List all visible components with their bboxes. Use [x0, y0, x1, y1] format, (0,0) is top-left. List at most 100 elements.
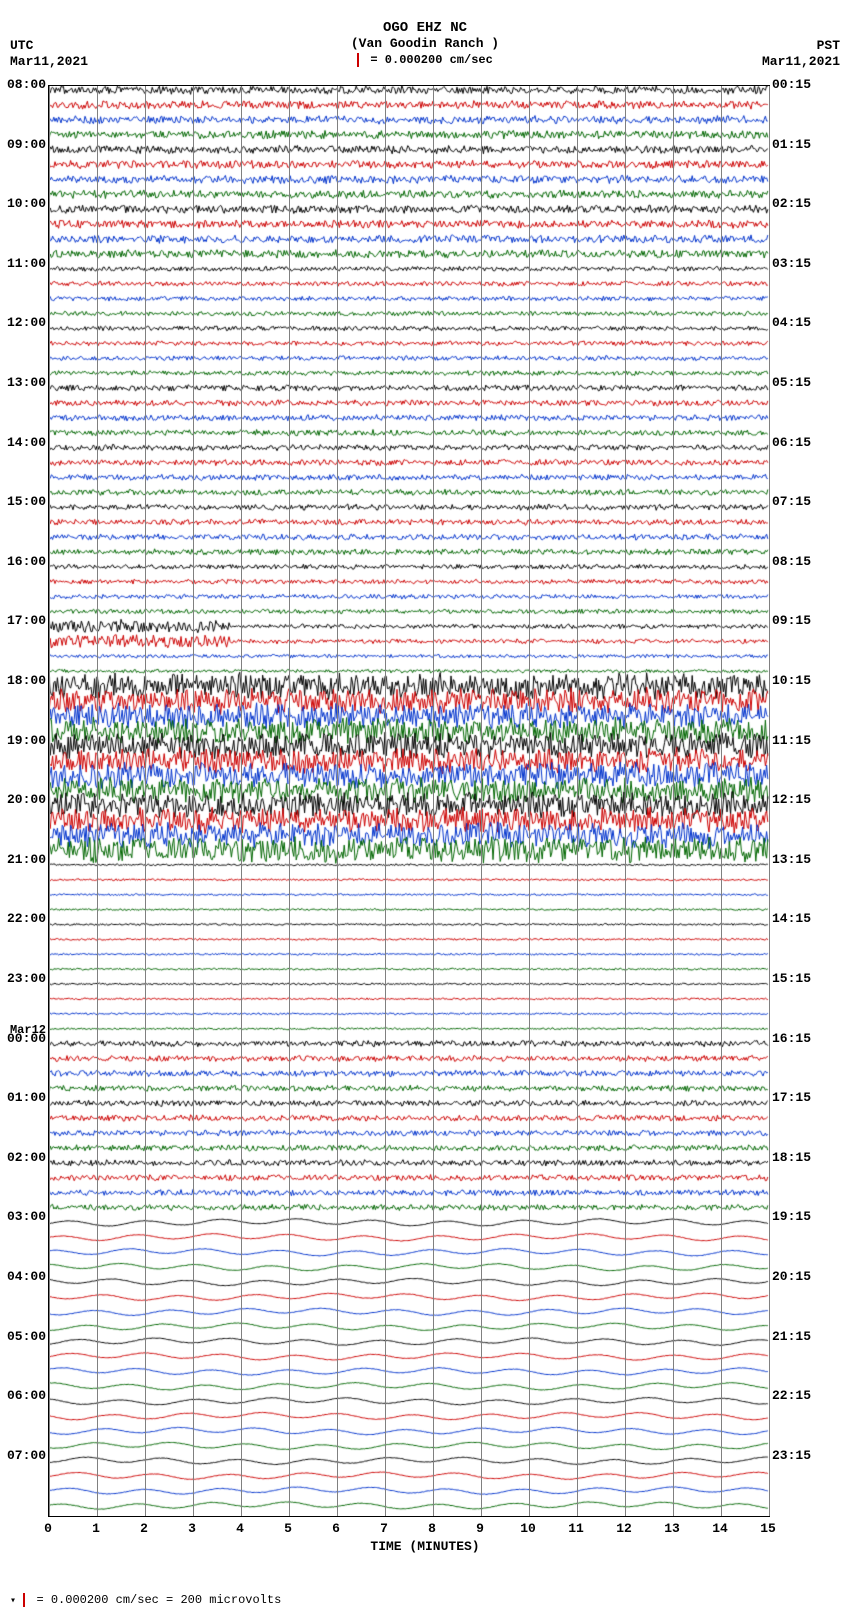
- right-hour-label: 15:15: [772, 971, 811, 986]
- pst-tz-label: PST: [762, 38, 840, 54]
- grid-vertical: [193, 86, 194, 1516]
- utc-date-label: Mar11,2021: [10, 54, 88, 70]
- right-hour-label: 18:15: [772, 1150, 811, 1165]
- left-hour-label: 08:00: [7, 77, 46, 92]
- right-hour-label: 13:15: [772, 852, 811, 867]
- top-left-label: UTC Mar11,2021: [10, 38, 88, 69]
- right-hour-label: 08:15: [772, 554, 811, 569]
- seismogram-container: OGO EHZ NC (Van Goodin Ranch ) = 0.00020…: [0, 0, 850, 1613]
- x-tick-label: 6: [332, 1521, 340, 1536]
- left-hour-label: 02:00: [7, 1150, 46, 1165]
- right-hour-label: 09:15: [772, 613, 811, 628]
- left-hour-label: 00:00: [7, 1031, 46, 1046]
- left-hour-label: 09:00: [7, 137, 46, 152]
- left-hour-label: 13:00: [7, 375, 46, 390]
- x-tick-label: 3: [188, 1521, 196, 1536]
- x-tick-label: 1: [92, 1521, 100, 1536]
- left-hour-label: 03:00: [7, 1209, 46, 1224]
- left-hour-label: 10:00: [7, 196, 46, 211]
- grid-vertical: [625, 86, 626, 1516]
- left-hour-label: 12:00: [7, 315, 46, 330]
- left-hour-label: 16:00: [7, 554, 46, 569]
- left-hour-label: 22:00: [7, 911, 46, 926]
- right-hour-label: 17:15: [772, 1090, 811, 1105]
- grid-vertical: [49, 86, 50, 1516]
- scale-bar-icon: [357, 53, 359, 67]
- top-right-label: PST Mar11,2021: [762, 38, 840, 69]
- x-tick-label: 10: [520, 1521, 536, 1536]
- right-hour-label: 16:15: [772, 1031, 811, 1046]
- left-hour-label: 19:00: [7, 733, 46, 748]
- grid-vertical: [673, 86, 674, 1516]
- x-tick-label: 2: [140, 1521, 148, 1536]
- right-hour-label: 20:15: [772, 1269, 811, 1284]
- x-tick-label: 7: [380, 1521, 388, 1536]
- grid-vertical: [385, 86, 386, 1516]
- left-hour-label: 21:00: [7, 852, 46, 867]
- right-hour-label: 02:15: [772, 196, 811, 211]
- x-tick-label: 14: [712, 1521, 728, 1536]
- right-hour-label: 21:15: [772, 1329, 811, 1344]
- x-tick-label: 12: [616, 1521, 632, 1536]
- right-hour-label: 11:15: [772, 733, 811, 748]
- left-hour-label: 23:00: [7, 971, 46, 986]
- left-hour-label: 01:00: [7, 1090, 46, 1105]
- footer-marker: ▾: [10, 1596, 16, 1607]
- x-tick-label: 8: [428, 1521, 436, 1536]
- x-tick-label: 5: [284, 1521, 292, 1536]
- left-hour-label: 07:00: [7, 1448, 46, 1463]
- footer: ▾ = 0.000200 cm/sec = 200 microvolts: [10, 1593, 281, 1607]
- station-title: OGO EHZ NC: [0, 20, 850, 36]
- left-hour-label: 18:00: [7, 673, 46, 688]
- grid-vertical: [97, 86, 98, 1516]
- grid-vertical: [289, 86, 290, 1516]
- plot-area: [48, 85, 770, 1517]
- left-hour-label: 05:00: [7, 1329, 46, 1344]
- right-hour-label: 01:15: [772, 137, 811, 152]
- left-hour-label: 04:00: [7, 1269, 46, 1284]
- right-hour-label: 04:15: [772, 315, 811, 330]
- grid-vertical: [529, 86, 530, 1516]
- right-hour-label: 05:15: [772, 375, 811, 390]
- x-tick-label: 0: [44, 1521, 52, 1536]
- x-axis-title: TIME (MINUTES): [370, 1539, 479, 1554]
- x-tick-label: 9: [476, 1521, 484, 1536]
- left-hour-label: 06:00: [7, 1388, 46, 1403]
- left-hour-label: 20:00: [7, 792, 46, 807]
- x-tick-label: 15: [760, 1521, 776, 1536]
- x-tick-label: 11: [568, 1521, 584, 1536]
- x-tick-label: 4: [236, 1521, 244, 1536]
- grid-vertical: [721, 86, 722, 1516]
- left-hour-label: 11:00: [7, 256, 46, 271]
- right-hour-label: 00:15: [772, 77, 811, 92]
- right-hour-label: 10:15: [772, 673, 811, 688]
- scale-text: = 0.000200 cm/sec: [370, 53, 492, 67]
- right-hour-label: 12:15: [772, 792, 811, 807]
- station-subtitle: (Van Goodin Ranch ): [0, 36, 850, 51]
- right-hour-label: 06:15: [772, 435, 811, 450]
- grid-vertical: [481, 86, 482, 1516]
- right-hour-label: 19:15: [772, 1209, 811, 1224]
- grid-vertical: [577, 86, 578, 1516]
- grid-vertical: [145, 86, 146, 1516]
- right-hour-label: 23:15: [772, 1448, 811, 1463]
- left-hour-label: 17:00: [7, 613, 46, 628]
- pst-date-label: Mar11,2021: [762, 54, 840, 70]
- footer-text: = 0.000200 cm/sec = 200 microvolts: [36, 1593, 281, 1607]
- utc-tz-label: UTC: [10, 38, 88, 54]
- trace-canvas: [49, 86, 769, 1516]
- right-hour-label: 07:15: [772, 494, 811, 509]
- right-hour-label: 03:15: [772, 256, 811, 271]
- grid-vertical: [769, 86, 770, 1516]
- left-hour-label: 15:00: [7, 494, 46, 509]
- header: OGO EHZ NC (Van Goodin Ranch ) = 0.00020…: [0, 20, 850, 67]
- grid-vertical: [241, 86, 242, 1516]
- footer-scale-bar-icon: [23, 1593, 25, 1607]
- grid-vertical: [433, 86, 434, 1516]
- left-hour-label: 14:00: [7, 435, 46, 450]
- scale-indicator: = 0.000200 cm/sec: [0, 53, 850, 67]
- x-tick-label: 13: [664, 1521, 680, 1536]
- right-hour-label: 22:15: [772, 1388, 811, 1403]
- grid-vertical: [337, 86, 338, 1516]
- right-hour-label: 14:15: [772, 911, 811, 926]
